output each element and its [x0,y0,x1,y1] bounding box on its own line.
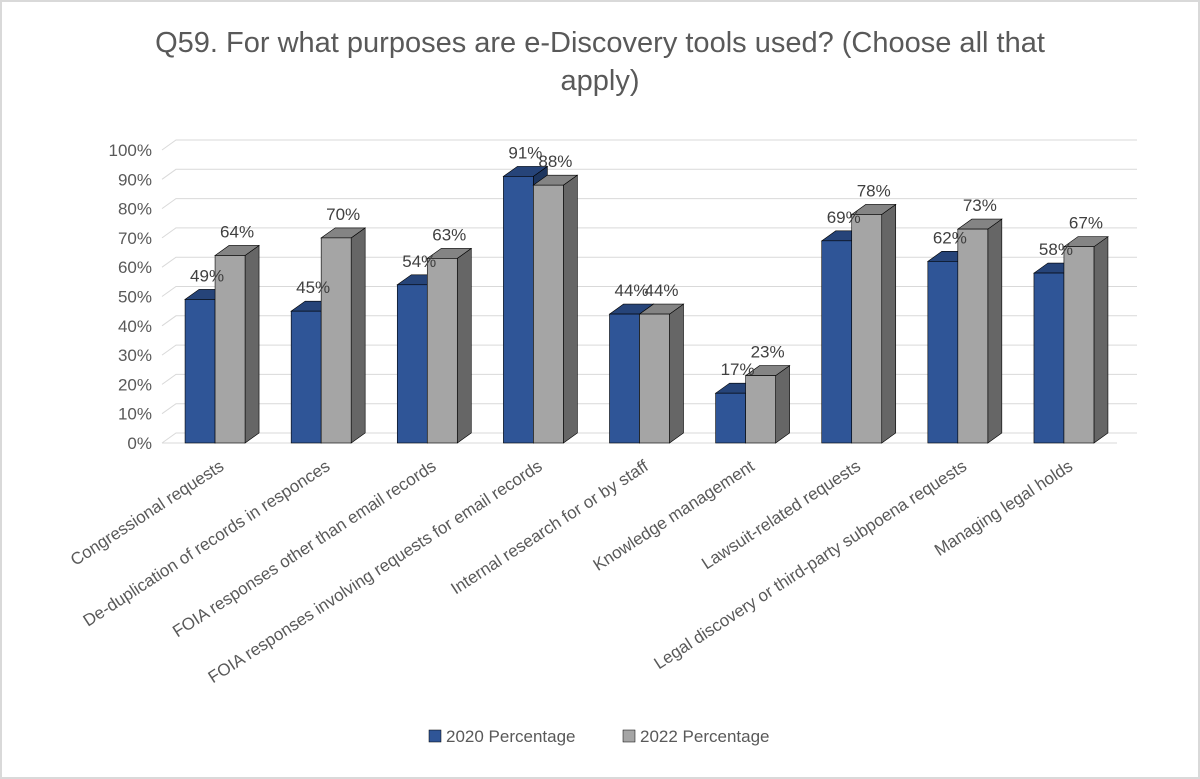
data-label: 70% [326,205,360,224]
legend-swatch [428,729,442,743]
data-label: 49% [190,266,224,285]
y-tick-label: 20% [118,375,152,394]
data-labels: 49% 64% 45% 70% 54% 63% 91%88% 44%44% 17%23% 69% 7… [190,143,1103,379]
y-axis: 0% 10% 20% 30% 40% 50% 60% 70% 80% 90% 100% [109,141,152,453]
data-label: 64% [220,222,254,241]
y-tick-label: 0% [127,434,152,453]
y-tick-label: 30% [118,346,152,365]
y-tick-label: 60% [118,258,152,277]
bar-2022 [638,303,685,444]
legend-label: 2020 Percentage [446,727,576,746]
y-tick-label: 40% [118,317,152,336]
legend-label: 2022 Percentage [640,727,770,746]
data-label: 62% [933,228,967,247]
gridline [161,198,1137,210]
gridline [161,256,1137,268]
gridline [161,139,1137,151]
bar-2022 [956,218,1003,444]
legend-item: 2020 Percentage [428,727,576,746]
y-tick-label: 10% [118,405,152,424]
legend-swatch [622,729,636,743]
data-label: 45% [296,278,330,297]
chart-title: Q59. For what purposes are e-Discovery t… [155,27,1045,97]
data-label: 67% [1069,214,1103,233]
data-label: 58% [1039,240,1073,259]
y-tick-label: 90% [118,170,152,189]
y-tick-label: 100% [109,141,152,160]
x-tick-label: Internal research for or by staff [447,456,651,598]
bar-2022 [532,174,579,444]
gridline [161,373,1137,385]
y-tick-label: 80% [118,200,152,219]
data-label: 91% [508,143,542,162]
data-label: 73% [963,196,997,215]
gridline [161,227,1137,239]
bar-2022 [744,365,791,444]
bar-2022 [214,244,260,444]
gridline [161,315,1137,327]
bar-2022 [320,227,367,444]
y-tick-label: 70% [118,229,152,248]
gridline [161,403,1137,415]
data-label: 88% [538,152,572,171]
gridline [161,344,1137,356]
gridline [161,286,1137,297]
data-label: 78% [857,181,891,200]
data-label: 44% [644,281,678,300]
data-label: 69% [827,208,861,227]
bars [184,165,1109,444]
bar-2022 [1063,236,1109,444]
data-label: 54% [402,252,436,271]
legend-item: 2022 Percentage [622,727,770,746]
data-label: 17% [721,360,755,379]
y-tick-label: 50% [118,288,152,307]
data-label: 23% [751,343,785,362]
bar-2022 [426,247,473,444]
data-label: 44% [614,281,648,300]
legend: 2020 Percentage 2022 Percentage [428,727,770,746]
gridline [161,432,1137,444]
data-label: 63% [432,225,466,244]
gridline [161,168,1137,180]
bar-2022 [850,203,897,444]
